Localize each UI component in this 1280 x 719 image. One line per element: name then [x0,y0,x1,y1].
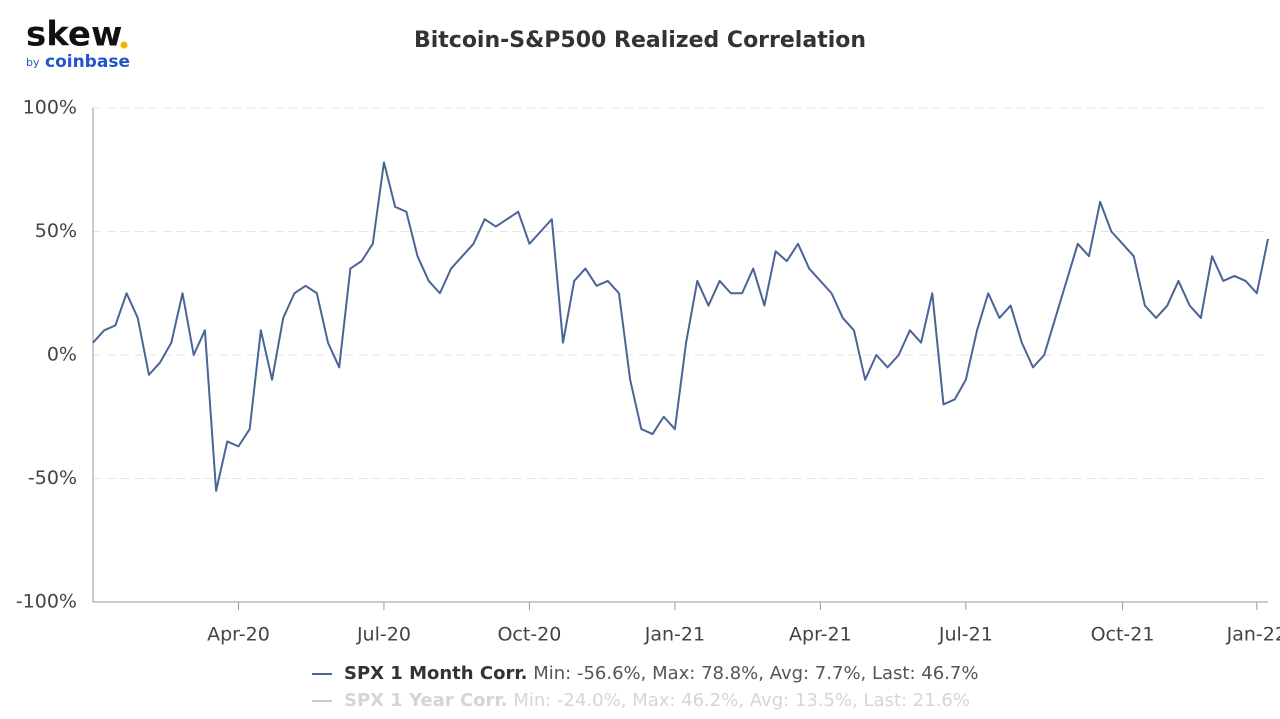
x-tick-label: Oct-20 [497,624,561,646]
legend-stats: Min: -56.6%, Max: 78.8%, Avg: 7.7%, Last… [533,663,978,684]
logo-sub: coinbase [45,52,130,72]
logo-name: skew [26,15,122,55]
x-tick-label: Jul-21 [938,624,993,646]
x-tick-label: Jan-22 [1226,624,1280,646]
legend-name: SPX 1 Year Corr. [344,690,508,711]
y-tick-label: -100% [16,591,77,613]
logo-by: by [26,56,40,69]
legend-stats: Min: -24.0%, Max: 46.2%, Avg: 13.5%, Las… [513,690,970,711]
x-tick-label: Jan-21 [644,624,705,646]
y-tick-label: 0% [47,344,77,366]
x-tick-label: Jul-20 [356,624,411,646]
legend-name: SPX 1 Month Corr. [344,663,527,684]
legend-entry: SPX 1 Year Corr. Min: -24.0%, Max: 46.2%… [344,690,970,711]
y-tick-label: 50% [35,220,77,242]
chart-title: Bitcoin-S&P500 Realized Correlation [414,28,866,53]
line [92,161,1269,492]
x-tick-label: Apr-21 [789,624,852,646]
x-tick-label: Oct-21 [1091,624,1155,646]
y-tick-label: -50% [28,467,77,489]
legend-entry: SPX 1 Month Corr. Min: -56.6%, Max: 78.8… [344,663,978,684]
y-tick-label: 100% [23,97,77,119]
logo-dot [120,41,128,49]
x-tick-label: Apr-20 [207,624,270,646]
